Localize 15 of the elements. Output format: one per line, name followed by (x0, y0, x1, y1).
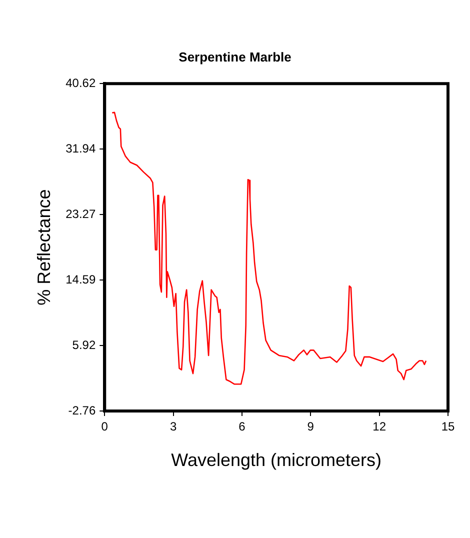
y-tick-label: -2.76 (68, 403, 96, 418)
y-axis-title: % Reflectance (34, 189, 54, 306)
y-tick-label: 5.92 (72, 338, 96, 352)
chart-title: Serpentine Marble (178, 49, 292, 64)
x-tick-label: 0 (101, 420, 108, 434)
y-tick-label: 23.27 (66, 206, 96, 221)
x-tick-label: 3 (170, 420, 177, 434)
x-tick-label: 6 (238, 420, 246, 434)
y-tick-label: 14.59 (66, 272, 96, 286)
y-tick-label: 31.94 (66, 141, 96, 156)
x-tick-label: 9 (307, 420, 314, 434)
x-tick-label: 15 (441, 420, 455, 434)
x-axis-title: Wavelength (micrometers) (171, 450, 382, 470)
y-tick-label: 40.62 (66, 76, 96, 90)
x-tick-label: 12 (372, 420, 386, 434)
